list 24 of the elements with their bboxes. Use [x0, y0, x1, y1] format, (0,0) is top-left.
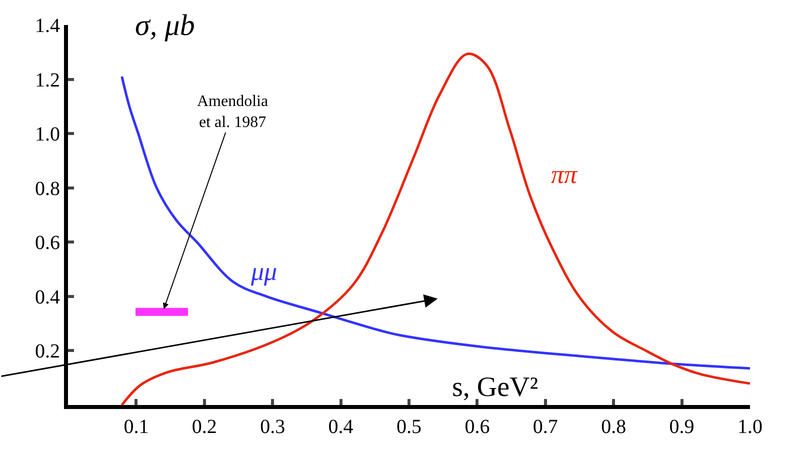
y-tick-label: 1.0: [35, 124, 60, 146]
x-tick-label: 0.9: [669, 416, 694, 438]
x-tick-label: 0.5: [396, 416, 422, 438]
line-series: [120, 52, 750, 405]
x-tick-label: 0.2: [192, 416, 217, 438]
x-axis-title: s, GeV²: [452, 372, 538, 403]
series-label: ππ: [551, 160, 578, 189]
y-tick-label: 0.6: [35, 232, 60, 254]
y-tick-label: 0.2: [35, 340, 60, 363]
y-tick-label: 1.2: [35, 69, 60, 92]
line-series: [120, 75, 750, 370]
x-tick-label: 1.0: [738, 416, 762, 438]
series-label: μμ: [250, 257, 278, 286]
y-tick-label: 0.8: [35, 178, 60, 200]
x-tick-label: 0.6: [464, 416, 490, 438]
y-tick-label: 0.4: [35, 286, 60, 308]
y-tick-label: 1.4: [35, 15, 60, 37]
x-tick-label: 0.7: [532, 416, 558, 438]
annotation: Amendolia et al. 1987: [197, 93, 268, 131]
y-axis-title: σ, μb: [135, 9, 195, 42]
x-tick-label: 0.4: [328, 416, 354, 438]
x-tick-label: 0.8: [601, 416, 626, 438]
x-tick-label: 0.3: [260, 416, 286, 438]
x-tick-label: 0.1: [124, 416, 149, 438]
